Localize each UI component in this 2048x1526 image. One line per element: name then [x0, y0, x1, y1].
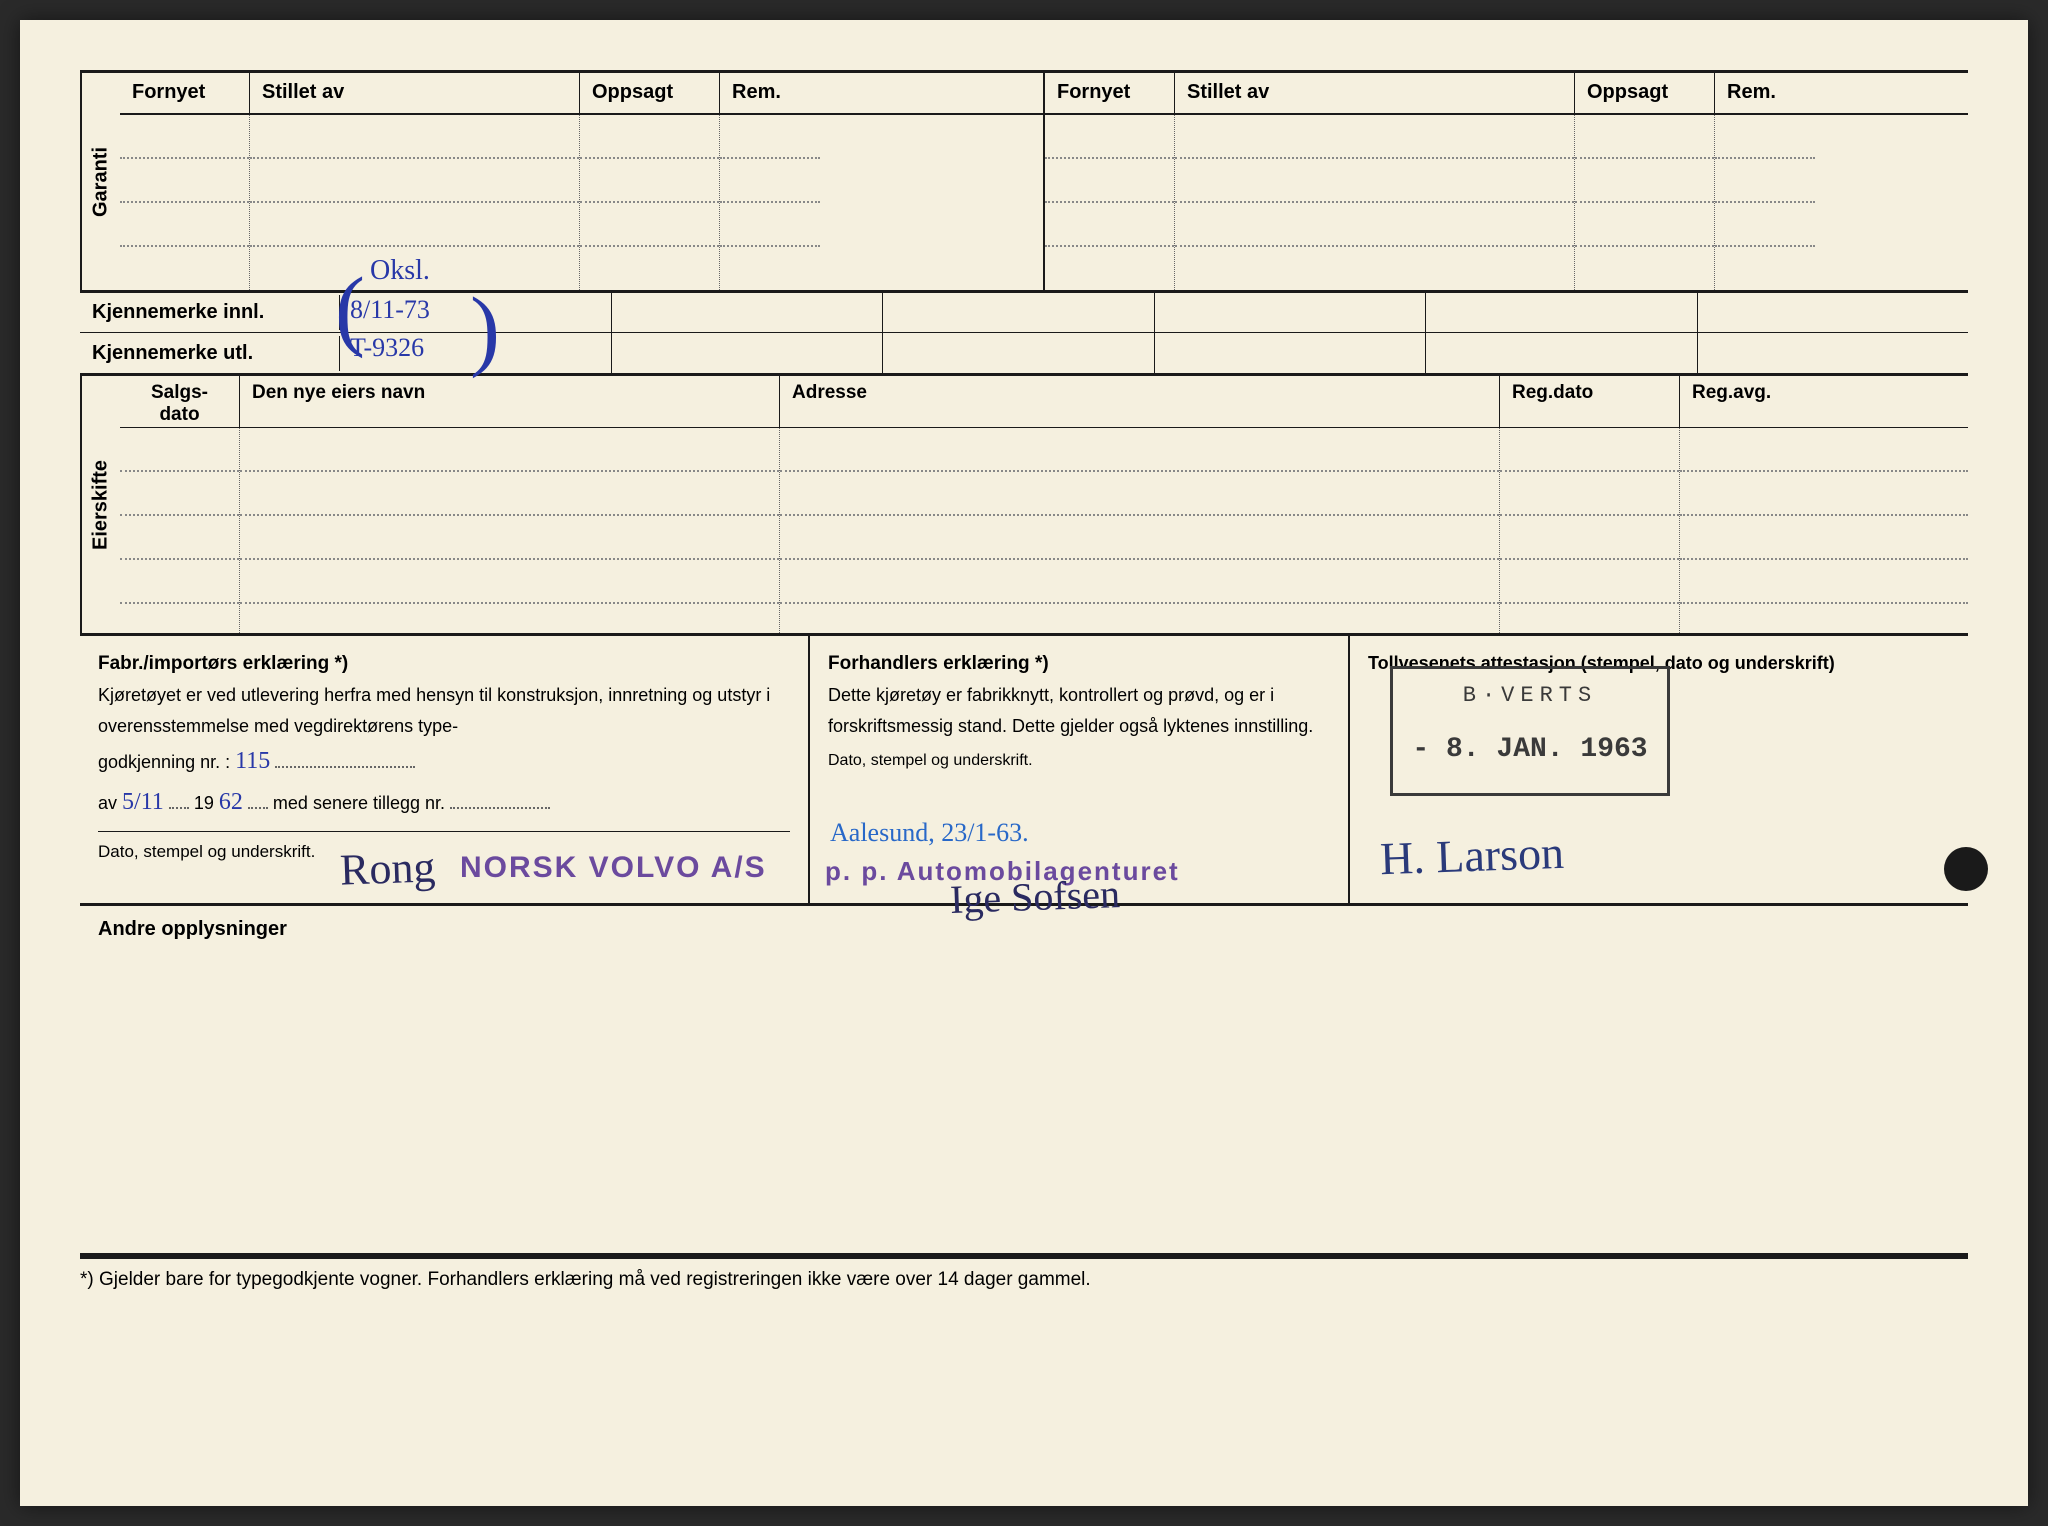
header-stillet-2: Stillet av — [1175, 73, 1575, 113]
erklaering-section: Fabr./importørs erklæring *) Kjøretøyet … — [80, 636, 1968, 906]
toll-stamp-top: B·VERTS — [1401, 677, 1659, 714]
andre-section: Andre opplysninger — [80, 906, 1968, 1256]
forh-title: Forhandlers erklæring *) — [828, 648, 1330, 680]
header-adresse: Adresse — [780, 376, 1500, 427]
garanti-body-left — [120, 115, 1043, 290]
garanti-label: Garanti — [80, 73, 120, 290]
garanti-left: Fornyet Stillet av Oppsagt Rem. — [120, 73, 1045, 290]
kjennemerke-innl-row: Kjennemerke innl. — [80, 293, 1968, 333]
toll-box: Tollvesenets attestasjon (stempel, dato … — [1350, 636, 1968, 903]
toll-stamp-date: - 8. JAN. 1963 — [1401, 726, 1659, 774]
andre-label: Andre opplysninger — [98, 918, 1950, 941]
eierskifte-section: Eierskifte Salgs- dato Den nye eiers nav… — [80, 376, 1968, 636]
garanti-right: Fornyet Stillet av Oppsagt Rem. — [1045, 73, 1968, 290]
form-frame: Garanti Fornyet Stillet av Oppsagt Rem. — [80, 70, 1968, 1256]
header-oppsagt-2: Oppsagt — [1575, 73, 1715, 113]
garanti-header-2: Fornyet Stillet av Oppsagt Rem. — [1045, 73, 1968, 115]
header-rem: Rem. — [720, 73, 820, 113]
kjennemerke-innl-cells — [340, 293, 1968, 332]
header-fornyet-2: Fornyet — [1045, 73, 1175, 113]
toll-title: Tollvesenets attestasjon (stempel, dato … — [1368, 648, 1950, 679]
toll-signature: H. Larson — [1379, 814, 1566, 899]
eierskifte-body — [120, 428, 1968, 633]
fabr-box: Fabr./importørs erklæring *) Kjøretøyet … — [80, 636, 810, 903]
godkjenning-value: 115 — [235, 748, 270, 774]
eierskifte-table: Salgs- dato Den nye eiers navn Adresse R… — [120, 376, 1968, 633]
year-prefix: 19 — [194, 793, 214, 813]
header-navn: Den nye eiers navn — [240, 376, 780, 427]
toll-stamp-box: B·VERTS - 8. JAN. 1963 — [1390, 666, 1670, 796]
header-salgs: Salgs- dato — [120, 376, 240, 427]
fabr-godkjenning-line: godkjenning nr. : 115 — [98, 741, 790, 782]
tillegg-label: med senere tillegg nr. — [273, 793, 445, 813]
forh-box: Forhandlers erklæring *) Dette kjøretøy … — [810, 636, 1350, 903]
garanti-body-right — [1045, 115, 1968, 290]
fabr-av-line: av 5/11 19 62 med senere tillegg nr. — [98, 782, 790, 823]
kjennemerke-innl-label: Kjennemerke innl. — [80, 295, 340, 330]
header-rem-2: Rem. — [1715, 73, 1815, 113]
header-regavg: Reg.avg. — [1680, 376, 1968, 427]
eierskifte-header: Salgs- dato Den nye eiers navn Adresse R… — [120, 376, 1968, 428]
forh-place-date: Aalesund, 23/1-63. — [830, 811, 1029, 855]
fabr-dato-label: Dato, stempel og underskrift. — [98, 831, 790, 867]
automobil-stamp: p. p. Automobilagenturet — [825, 849, 1180, 893]
kjennemerke-utl-row: Kjennemerke utl. — [80, 333, 1968, 373]
forh-dato-label: Dato, stempel og underskrift. — [828, 747, 1330, 774]
av-label: av — [98, 793, 117, 813]
garanti-table: Fornyet Stillet av Oppsagt Rem. Fornye — [120, 73, 1968, 290]
header-regdato: Reg.dato — [1500, 376, 1680, 427]
av-year: 62 — [219, 789, 243, 815]
document-card: Garanti Fornyet Stillet av Oppsagt Rem. — [20, 20, 2028, 1506]
forh-text: Dette kjøretøy er fabrikknytt, kontrolle… — [828, 680, 1330, 741]
fabr-title: Fabr./importørs erklæring *) — [98, 648, 790, 680]
fabr-text: Kjøretøyet er ved utlevering herfra med … — [98, 680, 790, 741]
kjennemerke-utl-cells — [340, 333, 1968, 373]
garanti-section: Garanti Fornyet Stillet av Oppsagt Rem. — [80, 73, 1968, 293]
av-date: 5/11 — [122, 789, 164, 815]
header-oppsagt: Oppsagt — [580, 73, 720, 113]
kjennemerke-section: Kjennemerke innl. Kjennemerke utl. Oksl.… — [80, 293, 1968, 376]
kjennemerke-utl-label: Kjennemerke utl. — [80, 336, 340, 371]
garanti-header: Fornyet Stillet av Oppsagt Rem. — [120, 73, 1043, 115]
header-stillet: Stillet av — [250, 73, 580, 113]
header-fornyet: Fornyet — [120, 73, 250, 113]
eierskifte-label: Eierskifte — [80, 376, 120, 633]
footnote: *) Gjelder bare for typegodkjente vogner… — [80, 1256, 1968, 1291]
punch-hole — [1944, 847, 1988, 891]
godkjenning-label: godkjenning nr. : — [98, 752, 230, 772]
